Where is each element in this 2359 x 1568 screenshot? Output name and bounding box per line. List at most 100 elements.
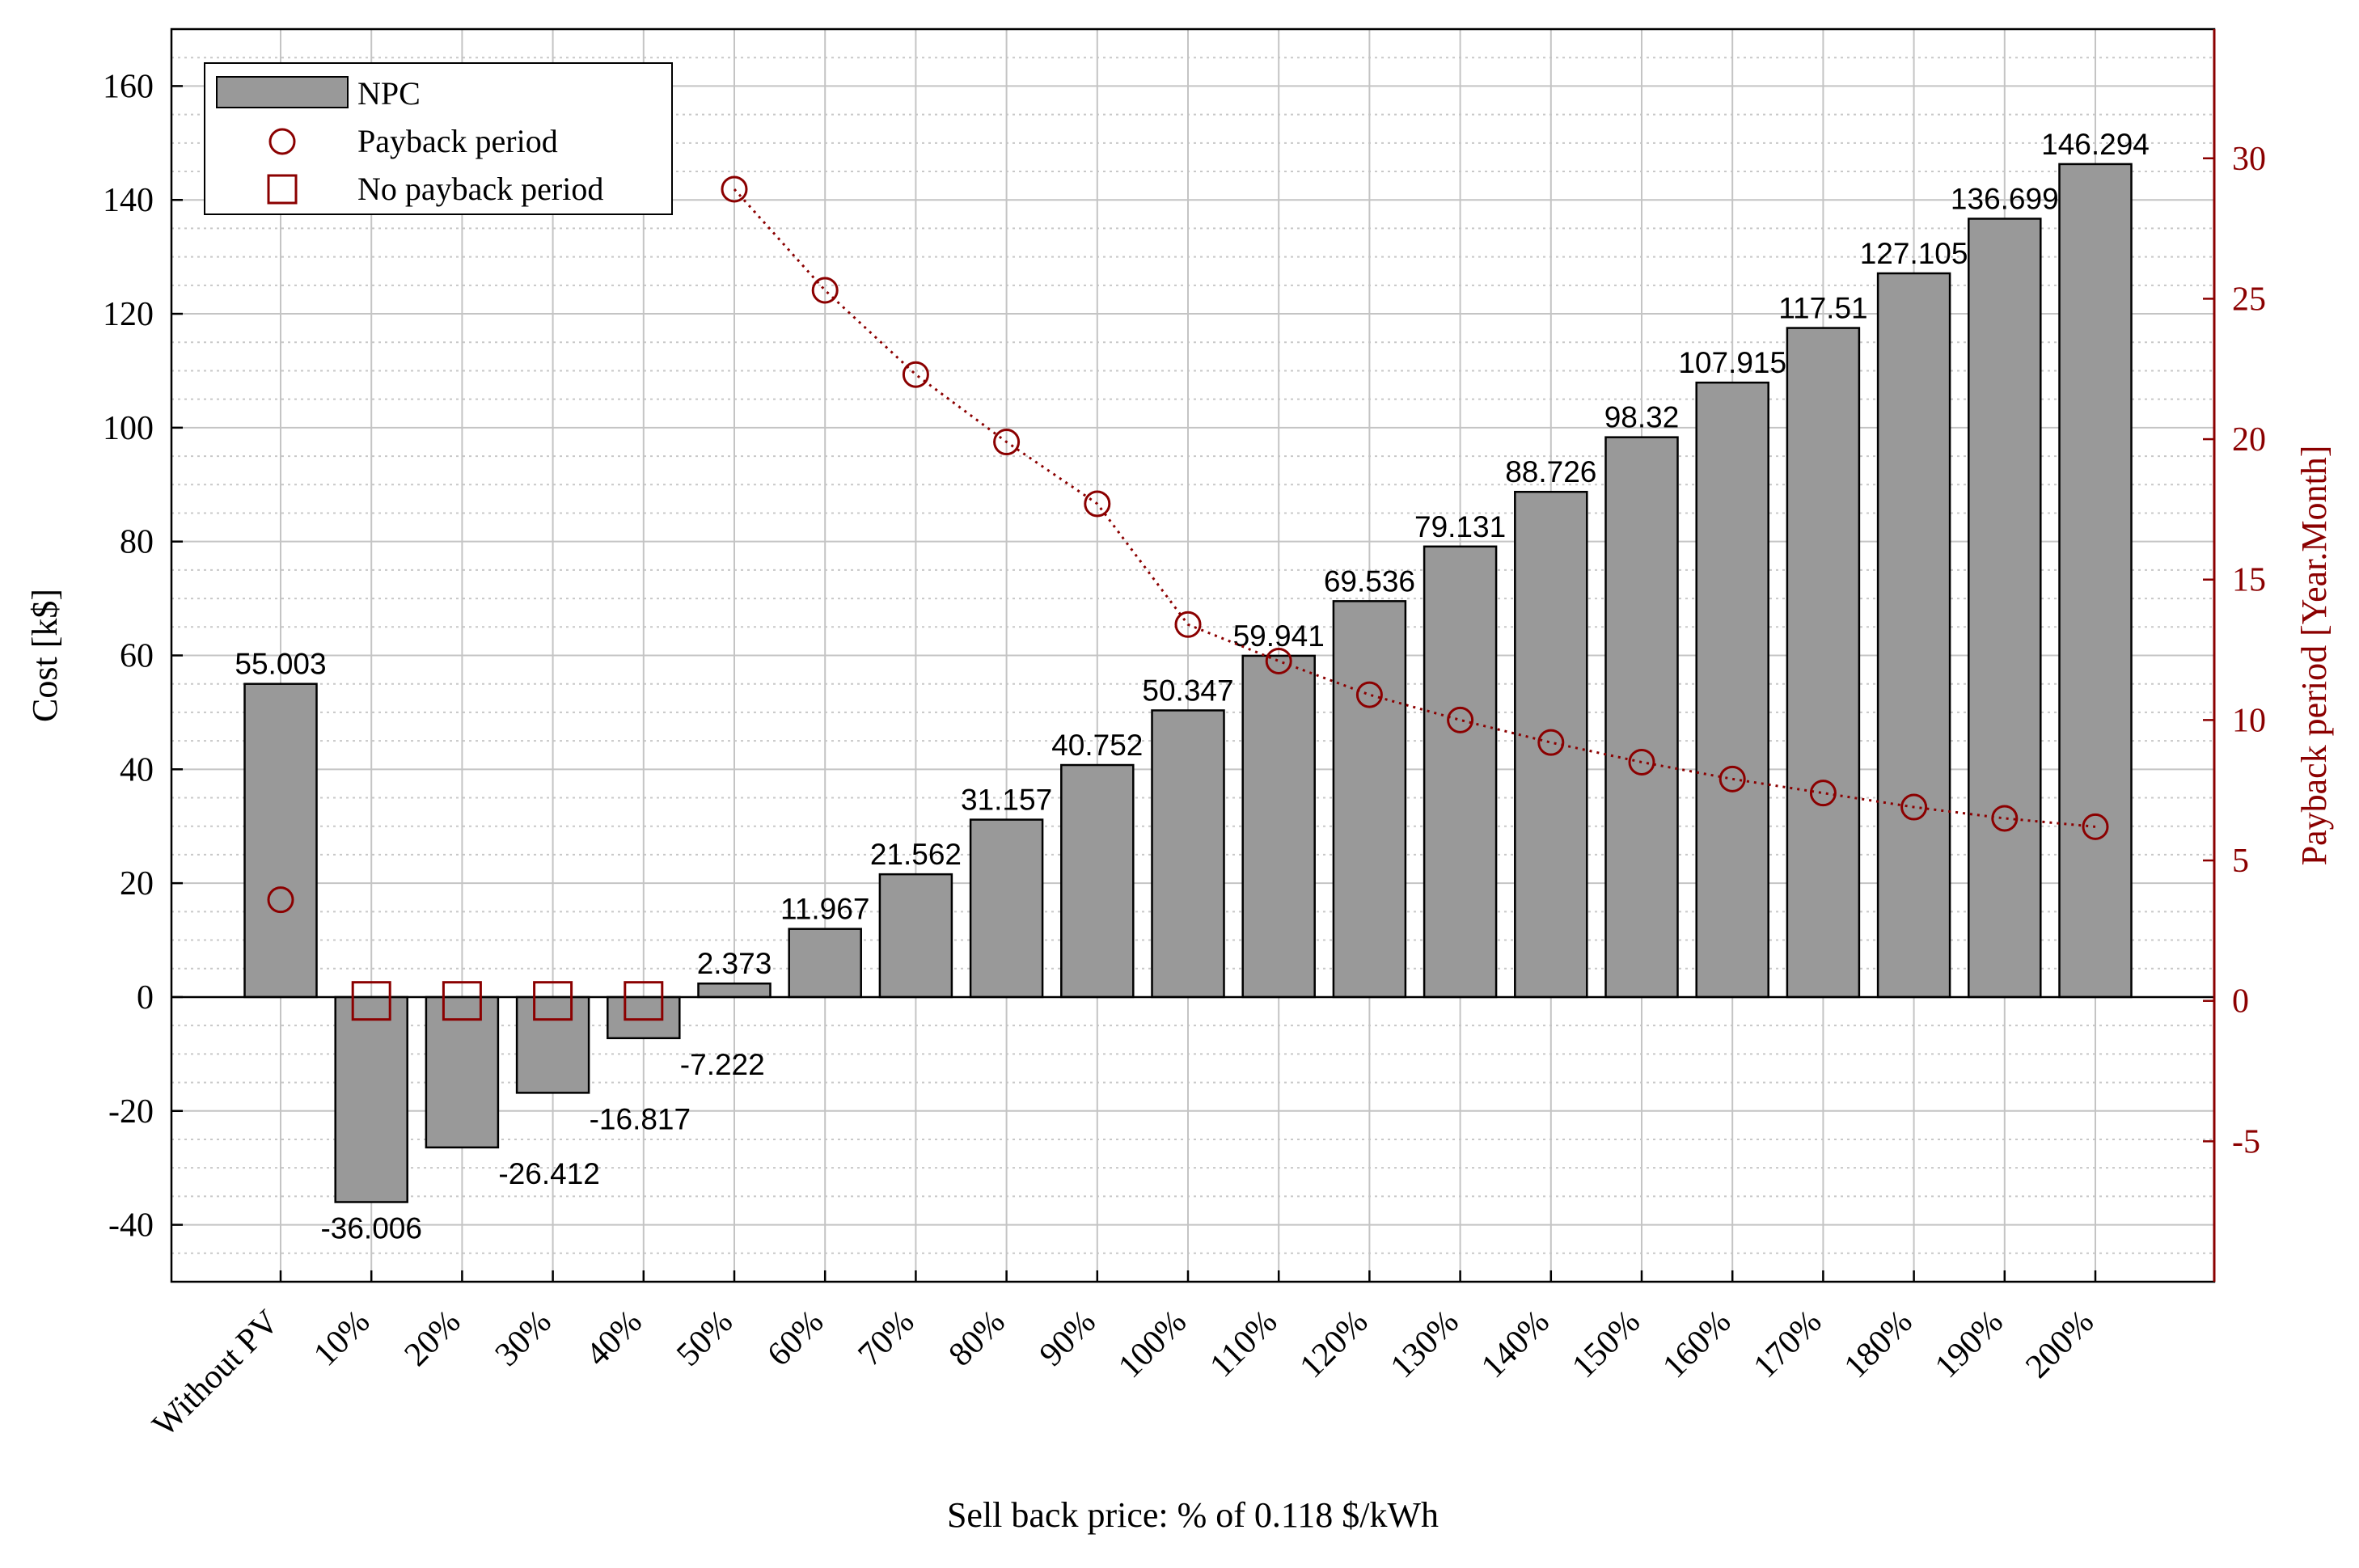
bar-data-label: 69.536	[1324, 564, 1415, 598]
legend-npc-swatch	[216, 76, 349, 108]
bar	[1786, 327, 1861, 999]
bar	[1514, 490, 1588, 999]
bar-series	[243, 163, 2133, 1203]
bar-data-label: 146.294	[2041, 128, 2150, 161]
no-payback-marker	[351, 981, 391, 1021]
bar	[1332, 600, 1407, 999]
legend-no-payback-marker	[267, 174, 298, 205]
payback-marker	[1809, 780, 1837, 807]
legend-no-payback-label: No payback period	[357, 171, 603, 207]
payback-marker	[1174, 611, 1202, 638]
no-payback-marker	[533, 981, 573, 1021]
bar-data-label: 136.699	[1951, 182, 2059, 215]
left-tick-label: 60	[120, 638, 154, 675]
bar	[607, 995, 681, 1040]
payback-marker	[2082, 813, 2109, 840]
right-tick-label: 15	[2232, 562, 2266, 599]
right-tick-label: 20	[2232, 421, 2266, 459]
right-tick-label: 10	[2232, 702, 2266, 739]
bar	[243, 683, 318, 999]
bar-data-label: -36.006	[320, 1211, 422, 1245]
right-tick-label: 5	[2232, 843, 2249, 880]
bar-data-label: -26.412	[498, 1157, 600, 1190]
left-tick-label: 0	[137, 979, 154, 1016]
left-tick-label: 100	[103, 410, 154, 447]
left-tick-label: -40	[108, 1207, 154, 1245]
payback-marker	[1719, 765, 1746, 792]
bar	[1060, 763, 1135, 999]
bar-data-label: 59.941	[1233, 619, 1325, 653]
legend-payback-marker	[268, 128, 296, 155]
payback-marker	[1537, 729, 1565, 756]
bar	[1695, 381, 1769, 999]
bar	[697, 982, 772, 999]
payback-marker	[1355, 681, 1383, 708]
bar-data-labels: 55.003-36.006-26.412-16.817-7.2222.37311…	[235, 128, 2149, 1245]
right-tick-label: 0	[2232, 983, 2249, 1021]
right-axis-ticks: -5 0 5 10 15 20 25 30	[2203, 29, 2266, 1282]
legend-npc-label: NPC	[357, 75, 421, 112]
left-tick-label: -20	[108, 1093, 154, 1131]
legend: NPC Payback period No payback period	[204, 62, 673, 215]
y2-axis-label: Payback period [Year.Month]	[2294, 446, 2334, 866]
bar	[425, 995, 500, 1149]
payback-marker	[267, 886, 294, 914]
bar	[1876, 272, 1951, 999]
payback-marker	[1900, 793, 1928, 821]
bar-data-label: 88.726	[1505, 455, 1596, 488]
right-tick-label: 30	[2232, 141, 2266, 178]
bar	[1604, 436, 1679, 999]
bar	[515, 995, 590, 1094]
bar	[1151, 709, 1225, 999]
bar	[1423, 545, 1498, 999]
bar-data-label: 127.105	[1860, 237, 1968, 270]
payback-marker	[1265, 647, 1292, 674]
left-tick-label: 40	[120, 751, 154, 788]
bar-data-label: 117.51	[1778, 292, 1867, 325]
payback-line	[733, 188, 2096, 828]
left-tick-label: 20	[120, 865, 154, 902]
no-payback-series	[351, 981, 664, 1021]
payback-marker	[902, 361, 929, 388]
bar	[969, 818, 1044, 999]
payback-series	[267, 175, 2109, 914]
bar-data-label: 107.915	[1678, 346, 1786, 379]
bar	[1241, 654, 1316, 999]
bar-data-label: 98.32	[1604, 401, 1680, 434]
bar-data-label: 2.373	[697, 947, 772, 980]
bar-data-label: -7.222	[680, 1048, 765, 1081]
bar-data-label: 55.003	[235, 648, 326, 681]
no-payback-marker	[442, 981, 482, 1021]
payback-marker	[1447, 706, 1474, 733]
bar-data-label: 40.752	[1051, 729, 1143, 762]
left-tick-label: 80	[120, 524, 154, 561]
payback-marker	[1991, 805, 2019, 832]
x-axis-label: Sell back price: % of 0.118 $/kWh	[947, 1495, 1439, 1535]
bar	[878, 873, 953, 999]
left-tick-label: 140	[103, 182, 154, 219]
bar-data-label: 31.157	[961, 784, 1052, 817]
left-tick-label: 160	[103, 68, 154, 105]
grid	[171, 29, 2214, 1282]
y-axis-label: Cost [k$]	[25, 589, 65, 722]
bar	[334, 995, 408, 1203]
bar-data-label: 50.347	[1142, 674, 1233, 707]
no-payback-marker	[624, 981, 664, 1021]
bar	[2058, 163, 2133, 999]
legend-payback-label: Payback period	[357, 123, 558, 159]
bar	[1968, 218, 2042, 999]
bar-data-label: 79.131	[1414, 510, 1506, 543]
bar-data-label: 21.562	[870, 838, 962, 871]
left-tick-label: 120	[103, 296, 154, 333]
payback-marker	[1628, 748, 1655, 776]
payback-marker	[811, 277, 839, 304]
left-axis-ticks: -40 -20 0 20 40 60 80 100 120 140 160	[103, 68, 183, 1245]
payback-marker	[1084, 490, 1111, 518]
payback-marker	[993, 429, 1021, 456]
bar-data-label: 11.967	[780, 893, 869, 926]
right-tick-label: 25	[2232, 281, 2266, 318]
bar-data-label: -16.817	[590, 1102, 691, 1135]
bar	[788, 928, 862, 999]
right-tick-label: -5	[2232, 1123, 2260, 1160]
